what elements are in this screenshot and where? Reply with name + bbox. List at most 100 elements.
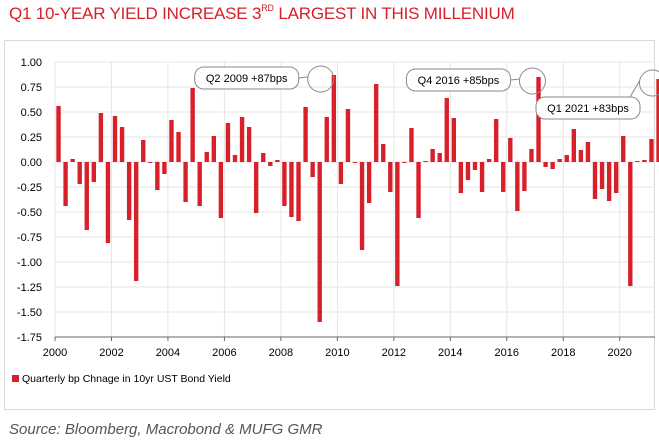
bar (232, 155, 238, 162)
y-tick-label: 0.00 (21, 157, 42, 169)
bar (239, 117, 245, 162)
bar (204, 152, 209, 162)
annotation-box (194, 66, 300, 90)
bar (126, 162, 132, 220)
x-tick-label: 2012 (382, 347, 406, 359)
bar (211, 136, 217, 162)
bar (472, 162, 478, 170)
title-rest: LARGEST IN THIS MILLENIUM (273, 4, 515, 23)
bar (423, 161, 428, 162)
bar (635, 161, 640, 162)
annotation-leader (629, 80, 640, 98)
bar (275, 160, 280, 162)
bar (261, 153, 266, 162)
bar (451, 118, 457, 162)
x-tick-label: 2010 (325, 347, 349, 359)
annotation-label: Q2 2009 +87bps (206, 73, 288, 85)
bar (296, 162, 301, 221)
y-tick-label: 0.25 (21, 132, 42, 144)
x-tick-label: 2016 (495, 347, 519, 359)
bar (169, 120, 174, 162)
bar (381, 144, 386, 162)
annotation-leader (298, 76, 308, 79)
bar (91, 162, 97, 182)
y-tick-label: -1.00 (17, 257, 42, 269)
y-tick-label: -1.50 (17, 307, 42, 319)
bar (225, 123, 231, 162)
bar (395, 162, 400, 286)
bar (592, 162, 598, 199)
bar (133, 162, 139, 281)
x-tick-label: 2020 (607, 347, 631, 359)
y-tick-label: 0.50 (21, 107, 42, 119)
bar (501, 162, 506, 192)
bar (119, 127, 125, 162)
legend-label: Quarterly bp Chnage in 10yr UST Bond Yie… (22, 373, 231, 385)
bar (437, 153, 442, 162)
bar (493, 119, 499, 162)
bar (529, 149, 534, 162)
bar (98, 113, 104, 162)
bar (515, 162, 520, 211)
y-tick-label: -0.25 (17, 182, 42, 194)
y-tick-label: -1.75 (17, 332, 42, 344)
bar (416, 162, 421, 218)
bar (465, 162, 471, 180)
annotation-circle (638, 69, 659, 97)
bar (402, 162, 407, 163)
annotation-circle (518, 67, 546, 95)
bar (303, 107, 308, 162)
bar (522, 162, 527, 191)
bar (656, 79, 659, 162)
bar (148, 162, 153, 163)
chart-title: Q1 10-YEAR YIELD INCREASE 3RD LARGEST IN… (9, 3, 515, 24)
bar (373, 84, 379, 162)
bar (564, 155, 569, 162)
bar (176, 132, 181, 162)
bar (606, 162, 612, 201)
bar (317, 162, 322, 322)
bar (84, 162, 89, 230)
x-tick-label: 2008 (269, 347, 293, 359)
bar (571, 129, 577, 162)
bar (642, 160, 647, 162)
y-tick-label: -0.75 (17, 232, 42, 244)
bar (70, 159, 75, 162)
annotation-circle (307, 65, 335, 93)
y-tick-label: -1.25 (17, 282, 42, 294)
bar (282, 162, 287, 206)
bar (649, 139, 654, 162)
bar (190, 88, 195, 162)
bar (246, 127, 252, 162)
bar (430, 149, 435, 162)
bar (197, 162, 202, 206)
bar (613, 162, 619, 193)
bar (409, 128, 414, 162)
annotation-box (405, 68, 511, 92)
bar (183, 162, 188, 202)
bar-chart: 1.00 0.75 0.50 0.25 0.00 -0.25 -0.50 -0.75 -1.00… (12, 57, 659, 385)
bar (268, 162, 273, 166)
bar (536, 77, 541, 162)
bar (162, 162, 167, 174)
y-tick-label: -0.50 (17, 207, 42, 219)
x-tick-label: 2006 (212, 347, 236, 359)
bar (77, 162, 82, 184)
source-note: Source: Bloomberg, Macrobond & MUFG GMR (9, 421, 323, 438)
bar (557, 159, 562, 162)
bar (218, 162, 224, 218)
bar (543, 162, 548, 167)
bar (458, 162, 464, 193)
bar (331, 75, 337, 162)
annotation-leader (510, 78, 520, 81)
bar (56, 106, 61, 162)
bar (310, 162, 315, 177)
title-main: Q1 10-YEAR YIELD INCREASE 3 (9, 4, 262, 23)
bar (105, 162, 111, 243)
bar (444, 98, 449, 162)
bar (550, 162, 555, 169)
bar (253, 162, 259, 213)
annotation-label: Q4 2016 +85bps (418, 75, 500, 87)
legend-swatch (12, 375, 19, 382)
bar (359, 162, 365, 250)
